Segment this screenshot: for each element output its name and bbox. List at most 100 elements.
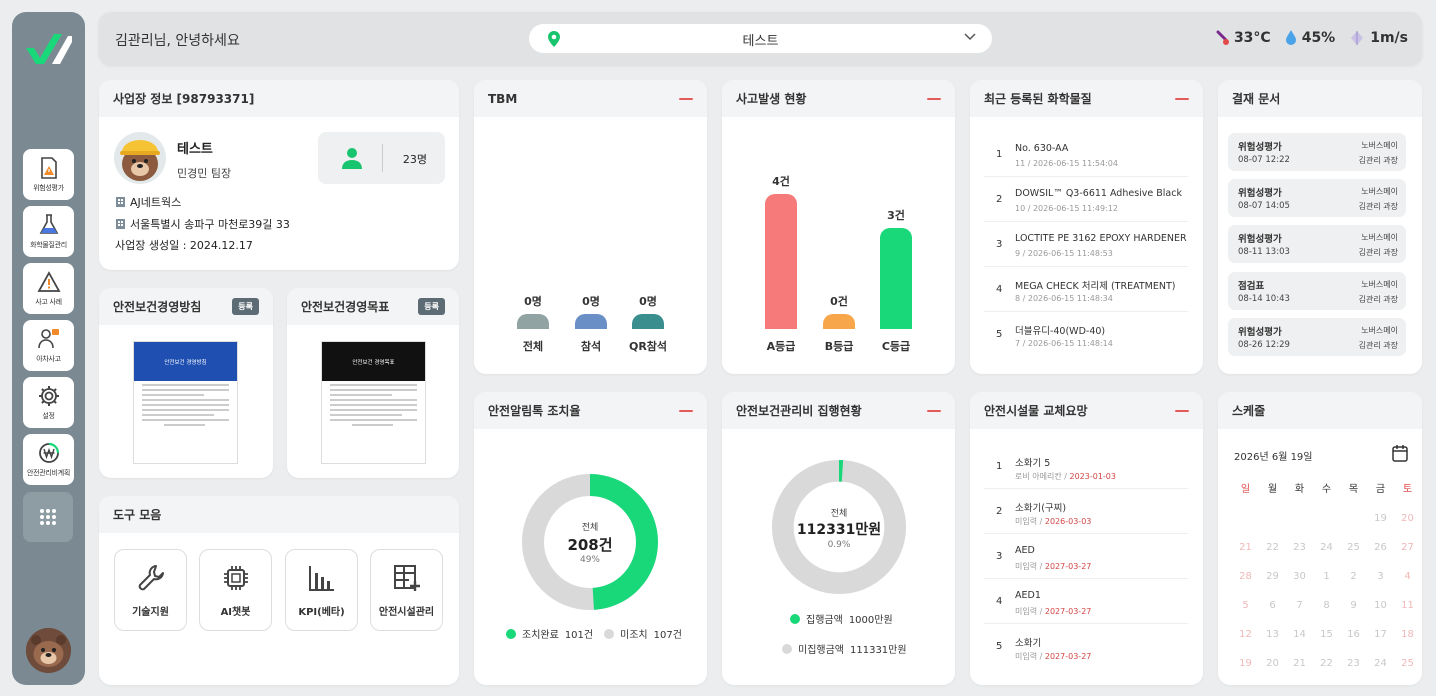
policy-poster-thumbnail[interactable]: 안전보건 경영방침 xyxy=(133,341,238,464)
calendar-day[interactable]: 22 xyxy=(1320,658,1333,669)
calendar-icon[interactable] xyxy=(1392,444,1408,462)
sidebar-item-risk-assessment[interactable]: 위험성평가 xyxy=(23,149,74,200)
calendar-day[interactable]: 12 xyxy=(1239,629,1252,640)
calendar-day[interactable]: 19 xyxy=(1239,658,1252,669)
item-number: 3 xyxy=(996,239,1003,250)
sidebar-item-safety-budget[interactable]: 안전관리비계획 xyxy=(23,434,74,485)
calendar-day[interactable]: 21 xyxy=(1293,658,1306,669)
calendar-day xyxy=(1313,504,1340,533)
user-avatar[interactable] xyxy=(26,628,71,673)
legend-value: 1000만원 xyxy=(848,615,893,626)
register-badge[interactable]: 등록 xyxy=(232,298,259,315)
calendar-day[interactable]: 11 xyxy=(1401,600,1414,611)
calendar-day[interactable]: 13 xyxy=(1266,629,1279,640)
legend-item: 집행금액 1000만원 xyxy=(790,611,893,626)
calendar-day[interactable]: 9 xyxy=(1350,600,1357,611)
list-item[interactable]: 5 더블유디-40(WD-40) 7 / 2026-06-15 11:48:14 xyxy=(984,312,1188,357)
calendar-day[interactable]: 29 xyxy=(1266,571,1279,582)
site-avatar xyxy=(114,132,166,184)
safety-goal-card[interactable]: 안전보건경영목표 등록 안전보건 경영목표 xyxy=(287,288,459,478)
approval-person: 김관리 과장 xyxy=(1358,248,1398,257)
weekday-label: 월 xyxy=(1267,484,1278,495)
approval-item[interactable]: 위험성평가 08-07 12:22 노버스메이 김관리 과장 xyxy=(1228,133,1406,171)
calendar-day[interactable]: 24 xyxy=(1320,542,1333,553)
collapse-icon[interactable] xyxy=(679,97,693,100)
calendar-day[interactable]: 4 xyxy=(1404,571,1411,582)
register-badge[interactable]: 등록 xyxy=(418,298,445,315)
approval-date: 08-07 12:22 xyxy=(1238,155,1290,165)
calendar-day[interactable]: 21 xyxy=(1239,542,1252,553)
item-number: 5 xyxy=(996,641,1003,652)
list-item[interactable]: 4 AED1 미입력 / 2027-03-27 xyxy=(984,579,1188,624)
calendar-day[interactable]: 23 xyxy=(1293,542,1306,553)
calendar-day[interactable]: 18 xyxy=(1401,629,1414,640)
collapse-icon[interactable] xyxy=(1175,97,1189,100)
safety-budget-card: 안전보건관리비 집행현황 전체 112331만원 0.9% 집행금액 1000만원… xyxy=(722,392,955,685)
approval-item[interactable]: 위험성평가 08-11 13:03 노버스메이 김관리 과장 xyxy=(1228,225,1406,263)
item-location: 미입력 xyxy=(1015,607,1038,616)
app-logo[interactable] xyxy=(24,32,72,66)
calendar-day[interactable]: 8 xyxy=(1323,600,1330,611)
approval-item[interactable]: 위험성평가 08-07 14:05 노버스메이 김관리 과장 xyxy=(1228,179,1406,217)
list-item[interactable]: 2 소화기(구찌) 미입력 / 2026-03-03 xyxy=(984,489,1188,534)
approval-item[interactable]: 점검표 08-14 10:43 노버스메이 김관리 과장 xyxy=(1228,272,1406,310)
legend-label: 조치완료 xyxy=(522,630,559,641)
calendar-day[interactable]: 10 xyxy=(1374,600,1387,611)
calendar-day[interactable]: 3 xyxy=(1377,571,1384,582)
collapse-icon[interactable] xyxy=(927,97,941,100)
calendar-day[interactable]: 6 xyxy=(1269,600,1276,611)
calendar-day[interactable]: 19 xyxy=(1374,513,1387,524)
goal-poster-thumbnail[interactable]: 안전보건 경영목표 xyxy=(321,341,426,464)
calendar-day[interactable]: 2 xyxy=(1350,571,1357,582)
bar-chart-icon xyxy=(308,565,334,591)
calendar-day[interactable]: 5 xyxy=(1242,600,1249,611)
list-item[interactable]: 3 AED 미입력 / 2027-03-27 xyxy=(984,534,1188,579)
tool-kpi[interactable]: KPI(베타) xyxy=(285,549,358,631)
tool-label: KPI(베타) xyxy=(298,606,345,618)
calendar-day[interactable]: 22 xyxy=(1266,542,1279,553)
list-item[interactable]: 3 LOCTITE PE 3162 EPOXY HARDENER 9 / 2026-… xyxy=(984,222,1188,267)
approval-item[interactable]: 위험성평가 08-26 12:29 노버스메이 김관리 과장 xyxy=(1228,318,1406,356)
donut-center-label: 전체 xyxy=(830,509,848,519)
calendar-day[interactable]: 1 xyxy=(1323,571,1330,582)
calendar-day[interactable]: 27 xyxy=(1401,542,1414,553)
calendar-day[interactable]: 23 xyxy=(1347,658,1360,669)
list-item[interactable]: 5 소화기 미입력 / 2027-03-27 xyxy=(984,624,1188,669)
list-item[interactable]: 1 소화기 5 로비 아메리칸 / 2023-01-03 xyxy=(984,444,1188,489)
calendar-day[interactable]: 25 xyxy=(1401,658,1414,669)
tool-facility-management[interactable]: 안전시설관리 xyxy=(370,549,443,631)
calendar-day[interactable]: 26 xyxy=(1374,542,1387,553)
tool-tech-support[interactable]: 기술지원 xyxy=(114,549,187,631)
calendar-day[interactable]: 20 xyxy=(1401,513,1414,524)
calendar-day[interactable]: 17 xyxy=(1374,629,1387,640)
site-selector[interactable]: 테스트 xyxy=(529,24,992,53)
legend-item: 미조치 107건 xyxy=(604,626,682,641)
approval-title: 위험성평가 xyxy=(1238,234,1282,245)
safety-policy-card[interactable]: 안전보건경영방침 등록 안전보건 경영방침 xyxy=(99,288,273,478)
apps-grid-button[interactable] xyxy=(23,492,73,542)
calendar-day[interactable]: 30 xyxy=(1293,571,1306,582)
thermometer-icon xyxy=(1216,30,1229,45)
calendar-day[interactable]: 7 xyxy=(1296,600,1303,611)
calendar-day[interactable]: 20 xyxy=(1266,658,1279,669)
calendar-day[interactable]: 14 xyxy=(1293,629,1306,640)
sidebar-item-chemicals[interactable]: 화학물질관리 xyxy=(23,206,74,257)
sidebar-item-settings[interactable]: 설정 xyxy=(23,377,74,428)
sidebar-item-near-miss[interactable]: 아차사고 xyxy=(23,320,74,371)
calendar-day[interactable]: 28 xyxy=(1239,571,1252,582)
tool-ai-chatbot[interactable]: AI챗봇 xyxy=(199,549,272,631)
item-date: 2027-03-27 xyxy=(1044,607,1092,616)
list-item[interactable]: 4 MEGA CHECK 처리제 (TREATMENT) 8 / 2026-06-1… xyxy=(984,267,1188,312)
worker-count-box[interactable]: 23명 xyxy=(318,132,445,184)
sidebar-item-accident-cases[interactable]: 사고 사례 xyxy=(23,263,74,314)
collapse-icon[interactable] xyxy=(679,409,693,412)
collapse-icon[interactable] xyxy=(927,409,941,412)
calendar-day[interactable]: 24 xyxy=(1374,658,1387,669)
list-item[interactable]: 2 DOWSIL™ Q3-6611 Adhesive Black 10 / 2026… xyxy=(984,177,1188,222)
site-selector-value: 테스트 xyxy=(742,34,779,49)
calendar-day[interactable]: 25 xyxy=(1347,542,1360,553)
calendar-day[interactable]: 15 xyxy=(1320,629,1333,640)
list-item[interactable]: 1 No. 630-AA 11 / 2026-06-15 11:54:04 xyxy=(984,132,1188,177)
collapse-icon[interactable] xyxy=(1175,409,1189,412)
calendar-day[interactable]: 16 xyxy=(1347,629,1360,640)
